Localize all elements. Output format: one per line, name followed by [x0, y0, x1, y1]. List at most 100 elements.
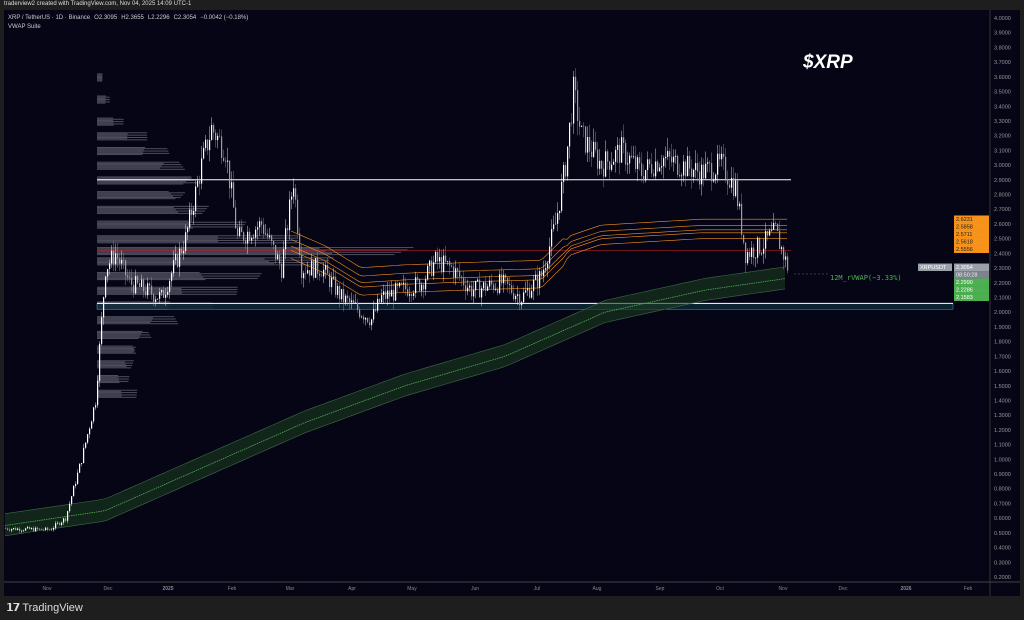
volume-profile-bar [97, 237, 298, 239]
volume-profile-bar [97, 195, 174, 197]
price-tick: 0.6000 [994, 516, 1011, 522]
candle-body [131, 277, 133, 285]
volume-profile-bar [97, 247, 414, 249]
symbol-label[interactable]: XRP / TetherUS · 1D · Binance [8, 15, 91, 21]
volume-profile-bar [97, 393, 122, 395]
candle-body [69, 503, 71, 512]
candle-body [421, 284, 423, 291]
volume-profile-bar [97, 95, 106, 97]
candle-body [155, 299, 157, 302]
candle-body [441, 257, 443, 272]
chart-canvas[interactable]: 4.0000 3.9000 3.8000 3.7000 3.6000 3.5000 3.40… [4, 10, 1020, 596]
candle-body [83, 447, 85, 463]
time-tick: Feb [964, 586, 973, 592]
candle-body [509, 283, 511, 286]
candle-body [115, 253, 117, 265]
candle-body [575, 76, 577, 91]
candle-body [433, 262, 435, 276]
candle-body [71, 496, 73, 504]
candle-body [217, 135, 219, 141]
candle-body [727, 179, 729, 185]
candle-body [545, 268, 547, 270]
candle-body [429, 260, 431, 266]
price-tick: 0.8000 [994, 487, 1011, 493]
price-tick: 2.9000 [994, 178, 1011, 184]
volume-profile-bar [97, 279, 206, 281]
candle-body [19, 528, 21, 531]
volume-profile-bar [97, 272, 200, 274]
candle-body [437, 251, 439, 262]
candle-body [301, 254, 303, 279]
volume-profile-bar [97, 275, 260, 277]
candle-body [53, 528, 55, 530]
time-tick: 2025 [162, 586, 173, 592]
candle-body [311, 260, 313, 276]
candle-body [731, 178, 733, 188]
candle-body [181, 248, 183, 254]
candle-body [689, 155, 691, 169]
volume-profile-bar [97, 205, 209, 207]
candle-body [667, 151, 669, 157]
vwap-price-label-bg [954, 215, 989, 223]
candle-body [319, 273, 321, 276]
candle-body [519, 294, 521, 306]
candle-body [585, 126, 587, 153]
candle-body [741, 203, 743, 235]
candle-body [717, 153, 719, 175]
candle-body [169, 280, 171, 292]
candle-body [269, 235, 271, 238]
volume-profile-bar [97, 168, 185, 170]
candle-body [221, 136, 223, 158]
price-tick: 0.3000 [994, 560, 1011, 566]
vwap-line [290, 225, 787, 277]
volume-profile-bar [97, 301, 171, 303]
candle-body [105, 276, 107, 298]
candle-body [279, 254, 281, 264]
volume-profile-bar [97, 162, 164, 164]
candle-body [535, 274, 537, 280]
tradingview-logo[interactable]: 𝟭𝟳 TradingView [6, 601, 83, 615]
volume-profile-bar [97, 209, 176, 211]
price-tick: 1.8000 [994, 340, 1011, 346]
candle-body [631, 155, 633, 158]
candle-body [503, 274, 505, 284]
candle-body [415, 277, 417, 294]
volume-profile-bar [97, 242, 298, 244]
candle-body [629, 155, 631, 164]
volume-profile-bar [97, 252, 333, 254]
candle-body [785, 256, 787, 260]
change-value: −0.0042 (−0.18%) [200, 15, 249, 21]
candle-body [367, 317, 369, 323]
volume-profile-bar [97, 76, 103, 78]
time-tick: Oct [716, 586, 724, 592]
candle-body [129, 277, 131, 279]
candle-body [781, 247, 783, 250]
candle-body [147, 283, 149, 296]
candle-body [277, 254, 279, 260]
candle-body [735, 180, 737, 197]
candle-body [241, 227, 243, 233]
volume-profile-bar [97, 191, 169, 193]
indicator-label[interactable]: VWAP Suite [8, 24, 41, 30]
volume-profile-bar [97, 333, 142, 335]
candle-body [107, 269, 109, 277]
time-tick: May [407, 586, 417, 592]
candle-body [349, 298, 351, 303]
price-tick: 3.2000 [994, 134, 1011, 140]
candle-body [463, 277, 465, 286]
candle-body [317, 257, 319, 274]
candle-body [103, 297, 105, 318]
candle-body [79, 463, 81, 473]
candle-body [523, 292, 525, 303]
volume-profile-bar [97, 132, 147, 134]
price-tick: 1.9000 [994, 325, 1011, 331]
vwap-price-label: 2.5711 [956, 232, 972, 238]
candle-body [173, 260, 175, 274]
price-chart[interactable]: 4.0000 3.9000 3.8000 3.7000 3.6000 3.5000 3.40… [4, 10, 1020, 596]
candle-body [361, 316, 363, 318]
candle-body [297, 199, 299, 234]
candle-body [467, 287, 469, 292]
candle-body [477, 279, 479, 281]
candle-body [141, 279, 143, 287]
candle-body [541, 271, 543, 277]
